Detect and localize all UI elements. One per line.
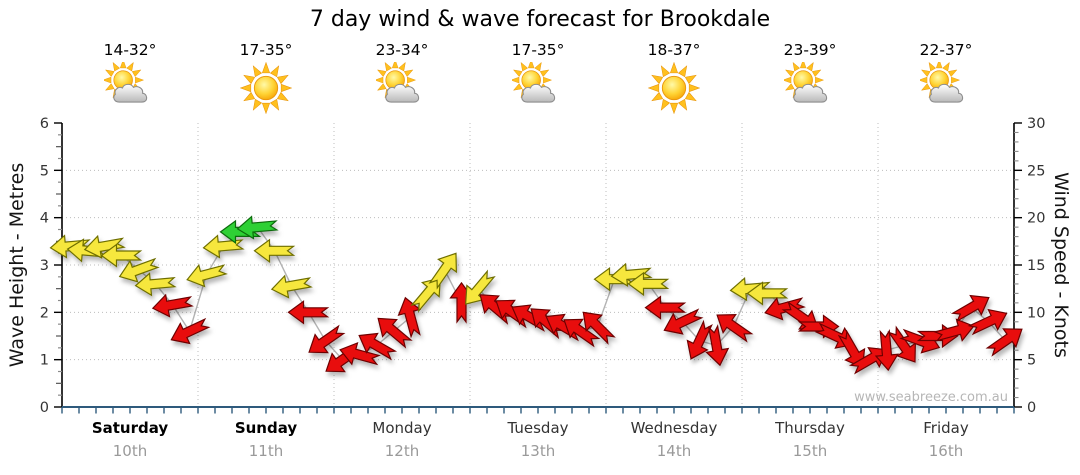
day-name-label: Saturday [91,419,169,437]
wind-arrow [764,296,806,321]
wind-arrow [563,318,601,348]
wind-arrow [887,325,917,363]
wind-arrow [270,274,313,299]
day-temp-range: 18-37° [647,41,701,59]
y-left-tick-label: 5 [40,163,49,179]
y-right-tick-label: 10 [1027,305,1045,321]
wind-arrow [663,308,704,335]
y-right-tick-label: 15 [1027,258,1045,274]
day-date-label: 13th [520,442,556,460]
left-axis-title: Wave Height - Metres [6,162,28,368]
x-axis [61,406,1015,414]
sun-icon [647,61,701,115]
y-right-axis: 0 5 10 15 20 25 30 [1013,116,1045,416]
day-temp-range: 14-32° [103,41,157,59]
wind-arrow [967,308,1008,336]
sun-cloud-icon [782,59,836,114]
y-right-tick-label: 30 [1027,116,1045,132]
y-left-tick-label: 6 [40,116,49,132]
wind-arrow [985,328,1023,357]
y-left-tick-label: 1 [40,353,49,369]
day-date-label: 15th [792,442,828,460]
wind-arrow [100,243,143,268]
wind-arrow [410,277,442,313]
wind-arrow [686,319,713,360]
wind-arrow [287,300,330,325]
day-date-label: 11th [248,442,284,460]
wind-arrow [151,293,194,318]
right-axis-title: Wind Speed - Knots [1050,172,1072,358]
wind-arrow [170,317,211,345]
wind-arrows-series [49,215,1023,375]
y-left-axis: 0 1 2 3 4 5 6 [40,116,63,416]
watermark: www.seabreeze.com.au [854,390,1008,405]
y-left-tick-label: 3 [40,258,49,274]
wind-arrow [610,262,653,288]
day-temp-range: 17-35° [239,41,293,59]
wind-arrow [479,294,515,325]
day-date-label: 10th [112,442,148,460]
wind-arrow [308,324,346,354]
day-temp-range: 23-39° [783,41,837,59]
wind-arrow [933,318,975,342]
wind-arrow [202,234,245,259]
wind-arrow [339,341,381,366]
day-date-label: 14th [656,442,692,460]
y-left-tick-label: 4 [40,211,49,227]
wind-arrow [746,281,789,306]
wind-arrow [627,271,670,297]
day-temp-range: 23-34° [375,41,429,59]
wind-arrow [358,332,398,361]
wind-arrow [705,324,730,367]
y-right-tick-label: 0 [1027,400,1036,416]
wind-arrow [950,294,990,323]
wind-arrow [134,272,177,297]
wind-arrow [118,257,160,283]
day-name-label: Monday [372,419,432,437]
day-name-label: Sunday [234,419,298,437]
day-name-label: Thursday [775,419,845,437]
day-name-label: Friday [923,419,969,437]
sun-cloud-icon [510,59,564,114]
sun-cloud-icon [374,59,428,114]
sun-cloud-icon [918,59,972,114]
wind-arrow [874,329,900,372]
day-temp-range: 17-35° [511,41,565,59]
day-temp-range: 22-37° [919,41,973,59]
wind-arrow [377,317,413,349]
wind-arrow [236,215,279,240]
day-date-label: 12th [384,442,420,460]
wind-arrow [716,313,754,343]
y-right-tick-label: 5 [1027,353,1036,369]
day-name-label: Tuesday [507,419,569,437]
sun-icon [239,61,293,115]
day-date-label: 16th [928,442,964,460]
y-left-tick-label: 2 [40,305,49,321]
wind-arrow [848,346,888,375]
wind-arrow [582,311,616,345]
wind-arrow [253,238,296,263]
wind-arrow [397,296,422,339]
wind-arrow [644,295,687,320]
y-right-tick-label: 20 [1027,211,1045,227]
day-name-label: Wednesday [630,419,718,437]
wind-arrow [837,329,866,369]
sun-cloud-icon [102,59,156,114]
y-right-tick-label: 25 [1027,163,1045,179]
wind-arrow [428,252,458,290]
page-title: 7 day wind & wave forecast for Brookdale [309,7,771,32]
wind-arrow [186,263,228,288]
y-left-tick-label: 0 [40,400,49,416]
